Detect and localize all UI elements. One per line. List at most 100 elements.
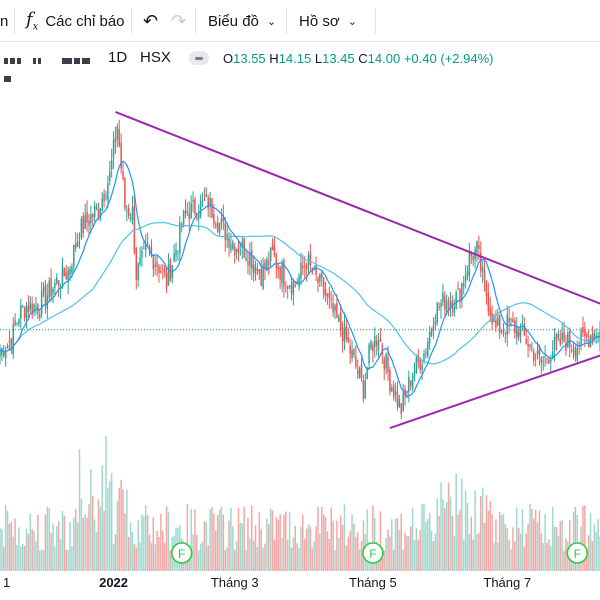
candle-body bbox=[129, 217, 132, 219]
low-value: 13.45 bbox=[322, 51, 355, 66]
volume-bar bbox=[385, 538, 387, 571]
volume-bar bbox=[419, 530, 421, 571]
chart-menu-label: Biểu đồ bbox=[208, 12, 259, 30]
time-axis-label: Tháng 7 bbox=[483, 575, 531, 590]
volume-bar bbox=[358, 549, 361, 571]
volume-bar bbox=[73, 517, 75, 571]
candle-body bbox=[264, 261, 266, 269]
candle-body bbox=[428, 332, 431, 344]
volume-bar bbox=[230, 507, 232, 571]
volume-bar bbox=[222, 514, 225, 571]
redo-icon[interactable]: ↷ bbox=[171, 10, 187, 31]
volume-bar bbox=[531, 508, 533, 571]
volume-bar bbox=[281, 537, 283, 571]
legend-toggle-button[interactable] bbox=[189, 51, 209, 65]
volume-bar bbox=[398, 529, 401, 571]
volume-bar bbox=[498, 511, 501, 571]
candle-body bbox=[392, 385, 395, 398]
volume-bar bbox=[59, 539, 62, 571]
trendlines[interactable] bbox=[115, 111, 600, 429]
volume-bar bbox=[150, 543, 153, 571]
volume-bar bbox=[332, 520, 334, 571]
event-marker-circle[interactable] bbox=[566, 542, 589, 564]
volume-bar bbox=[103, 510, 105, 571]
candle-body bbox=[514, 320, 516, 334]
volume-bar bbox=[139, 541, 141, 571]
candle-body bbox=[57, 280, 60, 286]
volume-bar bbox=[207, 545, 209, 571]
candle-body bbox=[408, 376, 410, 392]
profile-menu-button[interactable]: Hồ sơ ⌄ bbox=[299, 0, 357, 42]
candle-body bbox=[162, 268, 164, 270]
volume-bar bbox=[597, 519, 599, 571]
volume-bar bbox=[107, 488, 109, 571]
candle-body bbox=[453, 306, 456, 313]
event-marker-circle[interactable] bbox=[170, 542, 193, 564]
volume-bar bbox=[343, 504, 346, 571]
candle-body bbox=[35, 306, 37, 308]
volume-bar bbox=[319, 533, 321, 571]
indicators-button[interactable]: fx Các chỉ báo bbox=[26, 0, 125, 42]
volume-bar bbox=[143, 516, 145, 571]
price-chart[interactable]: F F F 1 2022 Tháng 3 Tháng 5 Tháng 7 bbox=[0, 76, 600, 600]
event-marker-circle[interactable] bbox=[362, 542, 384, 564]
volume-bar bbox=[93, 519, 96, 571]
event-marker-label: F bbox=[574, 547, 581, 561]
volume-bar bbox=[218, 509, 221, 571]
volume-bar bbox=[233, 549, 236, 571]
candle-body bbox=[595, 335, 597, 337]
volume-bar bbox=[394, 518, 397, 571]
volume-bar bbox=[127, 536, 130, 571]
undo-icon[interactable]: ↶ bbox=[143, 10, 159, 31]
volume-bar bbox=[411, 507, 414, 571]
candle-body bbox=[99, 208, 102, 220]
candle-body bbox=[194, 199, 196, 215]
volume-bar bbox=[544, 514, 546, 571]
candle-body bbox=[283, 260, 285, 287]
volume-bar bbox=[525, 533, 527, 571]
volume-bar bbox=[402, 549, 404, 571]
volume-bar bbox=[432, 541, 435, 571]
candle-body bbox=[555, 334, 558, 340]
candle-body bbox=[559, 338, 562, 345]
candle-body bbox=[146, 243, 149, 245]
candle-body bbox=[542, 360, 544, 362]
candle-body bbox=[173, 253, 175, 262]
chart-menu-button[interactable]: Biểu đồ ⌄ bbox=[208, 0, 276, 42]
volume-bar bbox=[300, 526, 302, 571]
volume-bar bbox=[510, 549, 512, 571]
candle-body bbox=[389, 370, 391, 392]
candle-body bbox=[192, 199, 194, 202]
volume-bar bbox=[453, 536, 456, 571]
symbol-name-redacted bbox=[4, 52, 96, 82]
candle-body bbox=[69, 268, 71, 275]
volume-bar bbox=[595, 532, 597, 571]
volume-bar bbox=[353, 523, 355, 571]
volume-bar bbox=[0, 527, 1, 571]
candle-body bbox=[135, 247, 138, 280]
volume-bar bbox=[254, 524, 257, 571]
time-axis-label: Tháng 3 bbox=[211, 575, 259, 590]
volume-bar bbox=[205, 521, 208, 571]
candle-body bbox=[188, 212, 191, 221]
volume-bar bbox=[35, 541, 37, 571]
volume-bar bbox=[122, 489, 124, 571]
candle-body bbox=[480, 252, 482, 272]
candle-body bbox=[553, 336, 556, 350]
high-label: H bbox=[269, 51, 279, 66]
candle-body bbox=[42, 287, 45, 291]
trendline-upper[interactable] bbox=[115, 111, 600, 306]
volume-bar bbox=[105, 436, 107, 571]
volume-bar bbox=[428, 512, 431, 571]
interval-label[interactable]: 1D bbox=[108, 49, 128, 66]
toolbar-partial-item[interactable]: n bbox=[0, 0, 8, 42]
volume-bar bbox=[141, 514, 143, 571]
candle-body bbox=[144, 245, 147, 250]
trendline-lower[interactable] bbox=[389, 354, 600, 429]
volume-bar bbox=[40, 549, 43, 571]
candle-body bbox=[114, 138, 117, 143]
candle-body bbox=[27, 305, 30, 313]
candle-body bbox=[260, 269, 262, 286]
volume-bar bbox=[497, 542, 499, 571]
candle-body bbox=[298, 275, 300, 288]
